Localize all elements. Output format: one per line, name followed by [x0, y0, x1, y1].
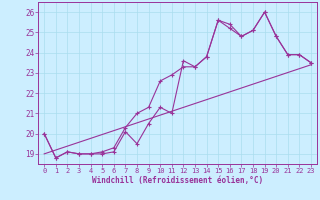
- X-axis label: Windchill (Refroidissement éolien,°C): Windchill (Refroidissement éolien,°C): [92, 176, 263, 185]
